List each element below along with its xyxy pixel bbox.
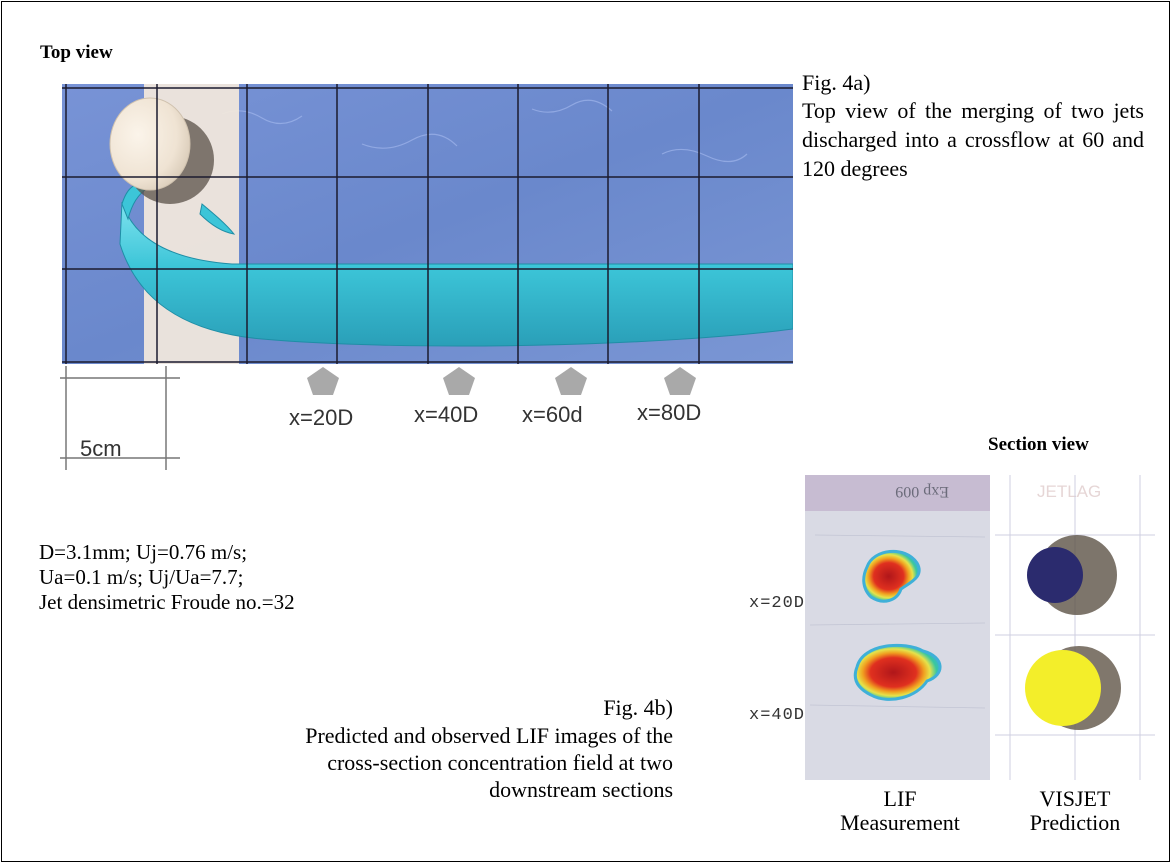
top-view-rendering bbox=[62, 84, 793, 364]
marker-label-40d: x=40D bbox=[414, 402, 479, 427]
fig-4b-caption-line-3: downstream sections bbox=[489, 777, 673, 802]
jet-plume bbox=[119, 201, 793, 347]
lif-panel bbox=[805, 475, 990, 780]
fig-4b-caption-line-2: cross-section concentration field at two bbox=[327, 750, 673, 775]
grid-lines bbox=[62, 84, 793, 364]
fig-4a-caption: Top view of the merging of two jets disc… bbox=[802, 98, 1144, 181]
fig-4b-caption-line-1: Predicted and observed LIF images of the bbox=[305, 723, 673, 748]
lif-panel-header bbox=[805, 475, 990, 511]
col-caption-lif-line-1: LIF bbox=[883, 786, 917, 811]
marker-pentagon-60d bbox=[555, 367, 587, 395]
fig-4b-caption: Predicted and observed LIF images of the… bbox=[233, 722, 673, 803]
visjet-header-text: JETLAG bbox=[1037, 482, 1101, 501]
marker-label-60d: x=60d bbox=[522, 402, 583, 427]
lif-blob-20d bbox=[862, 549, 921, 603]
param-line-3: Jet densimetric Froude no.=32 bbox=[39, 590, 295, 614]
fig-4b-label: Fig. 4b) bbox=[603, 695, 673, 720]
scale-bar bbox=[60, 366, 180, 470]
jet-branch-right bbox=[199, 203, 236, 235]
top-view-title: Top view bbox=[40, 42, 113, 63]
section-marker-shapes bbox=[307, 367, 696, 395]
marker-pentagon-20d bbox=[307, 367, 339, 395]
param-line-2: Ua=0.1 m/s; Uj/Ua=7.7; bbox=[39, 565, 244, 589]
cylinder bbox=[109, 97, 191, 191]
lif-header-text: Exp 009 bbox=[895, 483, 949, 500]
section-view-title: Section view bbox=[988, 434, 1089, 455]
row-label-20d: x=20D bbox=[749, 594, 806, 613]
row-label-40d: x=40D bbox=[749, 706, 806, 725]
fig-4a-label: Fig. 4a) bbox=[802, 70, 871, 95]
param-line-1: D=3.1mm; Uj=0.76 m/s; bbox=[39, 540, 248, 564]
marker-pentagon-80d bbox=[664, 367, 696, 395]
marker-label-20d: x=20D bbox=[289, 405, 354, 430]
marker-pentagon-40d bbox=[443, 367, 475, 395]
col-caption-lif-line-2: Measurement bbox=[840, 810, 960, 835]
section-view-rendering: Exp 009 JETLAG bbox=[805, 475, 1155, 780]
lif-blob-40d bbox=[853, 643, 942, 701]
col-caption-visjet-line-1: VISJET bbox=[1039, 786, 1111, 811]
scale-label: 5cm bbox=[80, 436, 122, 461]
parameters-block: D=3.1mm; Uj=0.76 m/s; Ua=0.1 m/s; Uj/Ua=… bbox=[39, 540, 295, 615]
col-caption-visjet-line-2: Prediction bbox=[1029, 810, 1121, 835]
col-caption-lif: LIF Measurement bbox=[820, 787, 980, 835]
visjet-inner-20d bbox=[1027, 547, 1083, 603]
marker-label-80d: x=80D bbox=[637, 400, 702, 425]
visjet-inner-40d bbox=[1025, 650, 1101, 726]
lif-panel-texture bbox=[809, 534, 986, 709]
col-caption-visjet: VISJET Prediction bbox=[1000, 787, 1150, 835]
